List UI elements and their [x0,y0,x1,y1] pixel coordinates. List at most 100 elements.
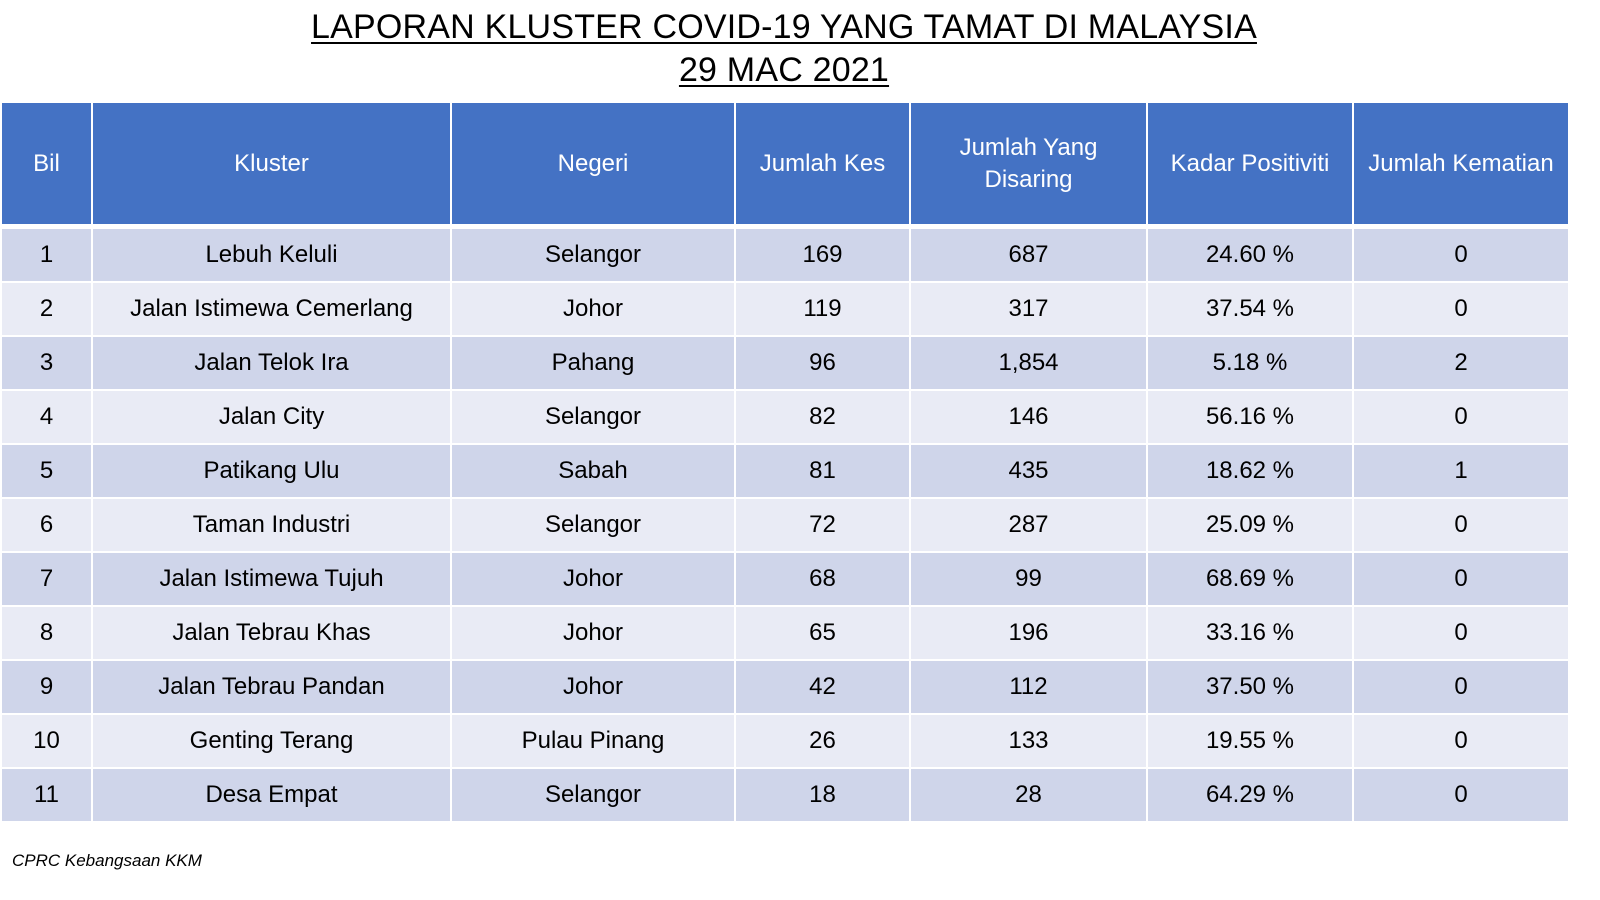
cell-bil: 1 [0,225,93,283]
cell-jumlah-kes: 96 [734,335,911,391]
cell-jumlah-kematian: 0 [1352,281,1570,337]
cell-jumlah-kematian: 0 [1352,389,1570,445]
table-body: 1 Lebuh Keluli Selangor 169 687 24.60 % 0 2 Jala… [0,225,1570,823]
cell-bil: 9 [0,659,93,715]
cell-kluster: Desa Empat [91,767,452,823]
cell-negeri: Johor [450,281,736,337]
cell-bil: 10 [0,713,93,769]
header-col-kluster: Kluster [91,101,452,228]
source-note: CPRC Kebangsaan KKM [12,851,202,870]
cell-kluster: Jalan City [91,389,452,445]
table-row: 11 Desa Empat Selangor 18 28 64.29 % 0 [0,767,1570,823]
cell-jumlah-disaring: 1,854 [909,335,1148,391]
table-header: Bil Kluster Negeri Jumlah Kes Jumlah Yang Di… [0,101,1570,228]
table-row: 1 Lebuh Keluli Selangor 169 687 24.60 % 0 [0,225,1570,283]
cell-jumlah-kes: 82 [734,389,911,445]
header-col-jumlah-kematian: Jumlah Kematian [1352,101,1570,228]
cell-jumlah-kes: 18 [734,767,911,823]
table-row: 5 Patikang Ulu Sabah 81 435 18.62 % 1 [0,443,1570,499]
cell-jumlah-disaring: 687 [909,225,1148,283]
cell-kluster: Patikang Ulu [91,443,452,499]
cell-kadar-positiviti: 19.55 % [1146,713,1354,769]
cell-kadar-positiviti: 33.16 % [1146,605,1354,661]
cluster-table: Bil Kluster Negeri Jumlah Kes Jumlah Yang Di… [0,101,1570,823]
cell-jumlah-kes: 42 [734,659,911,715]
cell-negeri: Sabah [450,443,736,499]
table-row: 6 Taman Industri Selangor 72 287 25.09 % 0 [0,497,1570,553]
cell-negeri: Johor [450,605,736,661]
cell-jumlah-kes: 119 [734,281,911,337]
cell-kluster: Lebuh Keluli [91,225,452,283]
cell-jumlah-kematian: 0 [1352,659,1570,715]
table-row: 4 Jalan City Selangor 82 146 56.16 % 0 [0,389,1570,445]
header-col-negeri: Negeri [450,101,736,228]
cell-negeri: Selangor [450,225,736,283]
table-row: 7 Jalan Istimewa Tujuh Johor 68 99 68.69 % 0 [0,551,1570,607]
cell-jumlah-kematian: 0 [1352,497,1570,553]
cell-kadar-positiviti: 37.50 % [1146,659,1354,715]
cell-jumlah-kematian: 0 [1352,713,1570,769]
cell-jumlah-kes: 72 [734,497,911,553]
cell-kadar-positiviti: 5.18 % [1146,335,1354,391]
table-row: 10 Genting Terang Pulau Pinang 26 133 19.55 %… [0,713,1570,769]
cell-kadar-positiviti: 56.16 % [1146,389,1354,445]
cell-kluster: Jalan Istimewa Tujuh [91,551,452,607]
cell-negeri: Johor [450,551,736,607]
table-row: 9 Jalan Tebrau Pandan Johor 42 112 37.50 % 0 [0,659,1570,715]
cell-kadar-positiviti: 24.60 % [1146,225,1354,283]
cell-jumlah-disaring: 287 [909,497,1148,553]
cell-negeri: Selangor [450,767,736,823]
cell-jumlah-kematian: 2 [1352,335,1570,391]
cell-kluster: Genting Terang [91,713,452,769]
cell-jumlah-disaring: 317 [909,281,1148,337]
cell-jumlah-disaring: 133 [909,713,1148,769]
header-col-jumlah-kes: Jumlah Kes [734,101,911,228]
cell-jumlah-kes: 68 [734,551,911,607]
cell-jumlah-kematian: 0 [1352,551,1570,607]
cell-kadar-positiviti: 37.54 % [1146,281,1354,337]
cell-negeri: Selangor [450,389,736,445]
cell-jumlah-kematian: 0 [1352,225,1570,283]
cell-jumlah-disaring: 112 [909,659,1148,715]
header-col-kadar-positiviti: Kadar Positiviti [1146,101,1354,228]
cell-kadar-positiviti: 68.69 % [1146,551,1354,607]
cell-jumlah-kes: 65 [734,605,911,661]
report-title: LAPORAN KLUSTER COVID-19 YANG TAMAT DI M… [311,8,1257,46]
header-col-bil: Bil [0,101,93,228]
table-row: 8 Jalan Tebrau Khas Johor 65 196 33.16 % 0 [0,605,1570,661]
cell-negeri: Pahang [450,335,736,391]
cell-negeri: Selangor [450,497,736,553]
cell-bil: 7 [0,551,93,607]
cell-bil: 8 [0,605,93,661]
report-date: 29 MAC 2021 [678,51,890,89]
cell-jumlah-kematian: 0 [1352,605,1570,661]
cell-kadar-positiviti: 18.62 % [1146,443,1354,499]
header-col-jumlah-disaring: Jumlah Yang Disaring [909,101,1148,228]
table-row: 3 Jalan Telok Ira Pahang 96 1,854 5.18 % 2 [0,335,1570,391]
cell-bil: 11 [0,767,93,823]
cell-jumlah-disaring: 196 [909,605,1148,661]
cell-kadar-positiviti: 64.29 % [1146,767,1354,823]
cell-kluster: Jalan Telok Ira [91,335,452,391]
cell-bil: 4 [0,389,93,445]
cell-jumlah-kes: 26 [734,713,911,769]
cell-kluster: Jalan Istimewa Cemerlang [91,281,452,337]
cell-bil: 5 [0,443,93,499]
cell-jumlah-kematian: 0 [1352,767,1570,823]
cell-jumlah-disaring: 28 [909,767,1148,823]
cell-negeri: Johor [450,659,736,715]
cell-bil: 6 [0,497,93,553]
cell-jumlah-disaring: 99 [909,551,1148,607]
cell-kluster: Taman Industri [91,497,452,553]
cell-bil: 3 [0,335,93,391]
header-row: Bil Kluster Negeri Jumlah Kes Jumlah Yang Di… [0,101,1570,228]
cell-kluster: Jalan Tebrau Khas [91,605,452,661]
cell-jumlah-kematian: 1 [1352,443,1570,499]
cell-bil: 2 [0,281,93,337]
table-row: 2 Jalan Istimewa Cemerlang Johor 119 317 37.5… [0,281,1570,337]
cell-kluster: Jalan Tebrau Pandan [91,659,452,715]
cell-jumlah-kes: 81 [734,443,911,499]
cell-jumlah-disaring: 146 [909,389,1148,445]
cell-jumlah-disaring: 435 [909,443,1148,499]
